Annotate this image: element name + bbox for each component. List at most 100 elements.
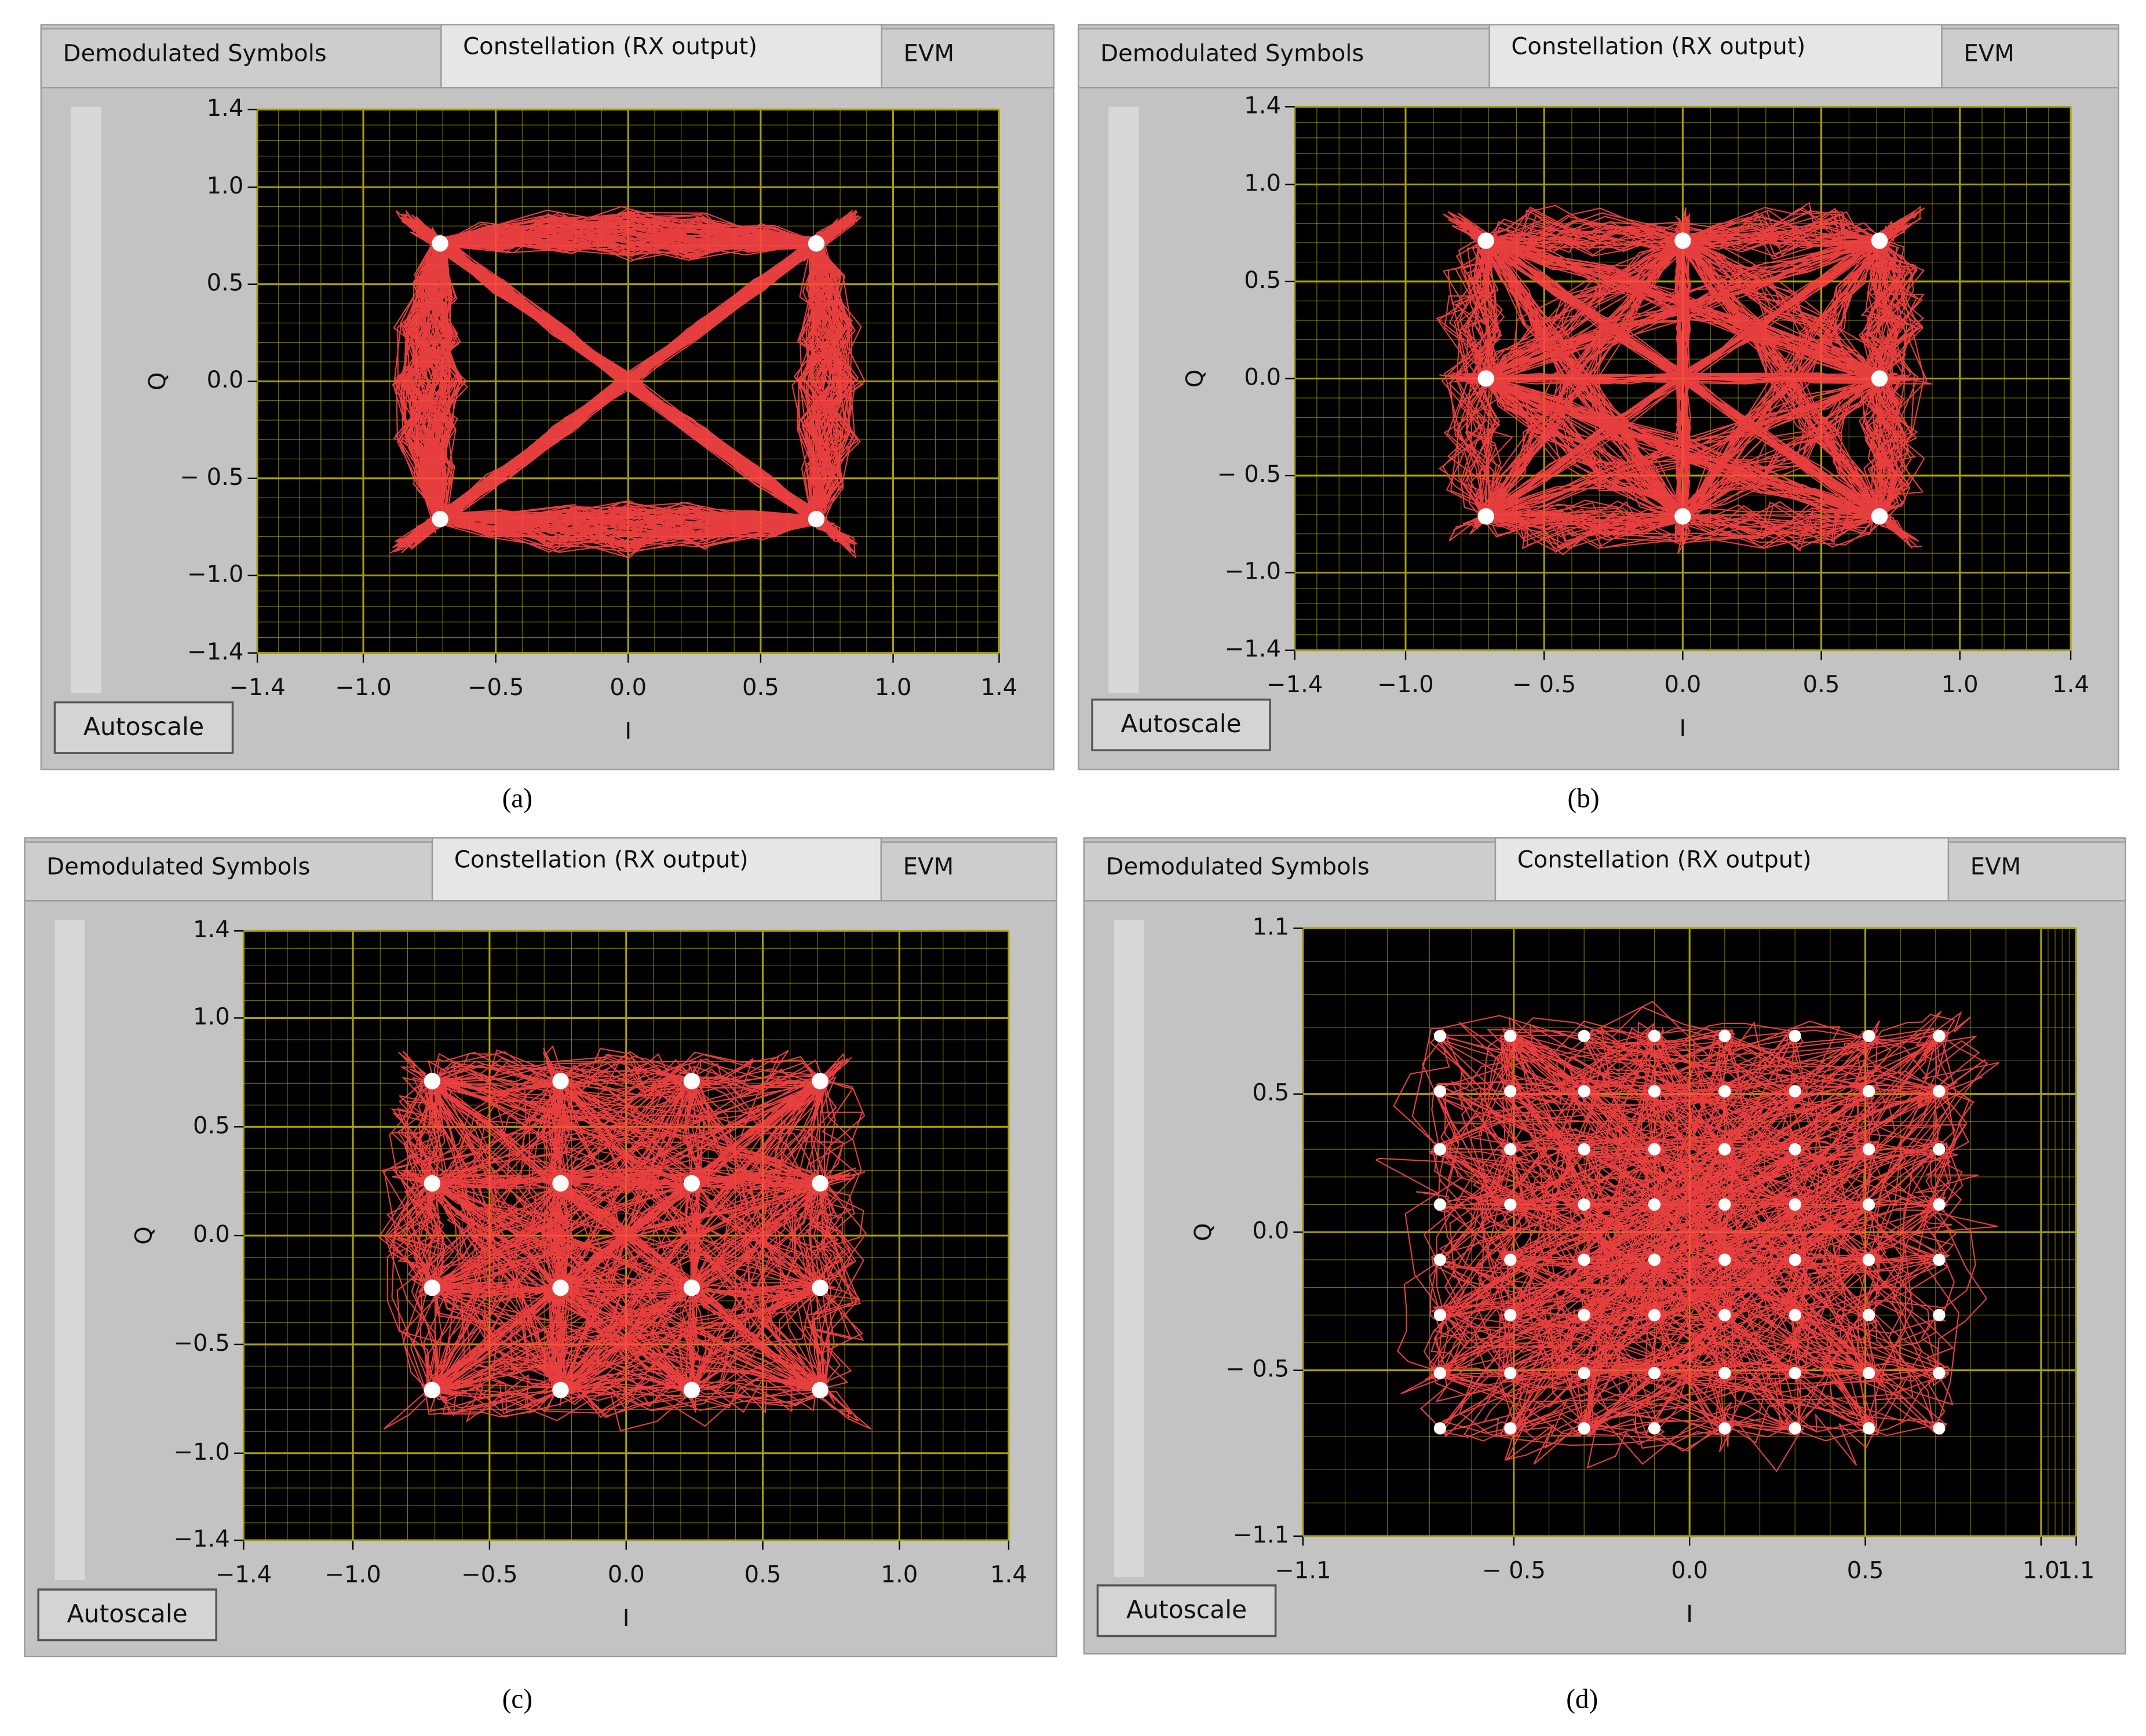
x-tick-label: 0.5 bbox=[744, 1561, 782, 1588]
constellation-point bbox=[1789, 1085, 1801, 1098]
tab-label[interactable]: Constellation (RX output) bbox=[1511, 34, 1805, 60]
tab[interactable] bbox=[440, 24, 882, 89]
constellation-point bbox=[1578, 1253, 1590, 1266]
constellation-point bbox=[1674, 508, 1691, 525]
constellation-point bbox=[1933, 1029, 1946, 1043]
constellation-point bbox=[424, 1280, 441, 1296]
x-tick-label: 1.0 bbox=[875, 674, 912, 701]
x-axis-label: I bbox=[1686, 1601, 1693, 1628]
x-tick-label: 0.0 bbox=[1671, 1557, 1708, 1584]
panel: Demodulated Symbols Constellation (RX out… bbox=[1083, 837, 2126, 1715]
autoscale-button[interactable] bbox=[1096, 1584, 1277, 1638]
autoscale-button-label[interactable]: Autoscale bbox=[67, 1600, 188, 1628]
y-tick-label: 0.0 bbox=[193, 1221, 230, 1248]
panel: Demodulated Symbols Constellation (RX out… bbox=[24, 837, 1057, 1715]
constellation-point bbox=[812, 1382, 829, 1399]
constellation-point bbox=[1433, 1253, 1447, 1266]
tab-label[interactable]: Demodulated Symbols bbox=[1100, 41, 1364, 67]
tab-label[interactable]: Constellation (RX output) bbox=[1517, 847, 1812, 874]
constellation-point bbox=[1933, 1253, 1946, 1266]
constellation-point bbox=[1718, 1253, 1731, 1266]
constellation-point bbox=[1578, 1366, 1590, 1380]
y-tick-label: − 0.5 bbox=[1217, 461, 1281, 488]
constellation-point bbox=[1477, 508, 1494, 525]
constellation-point bbox=[1933, 1198, 1946, 1211]
autoscale-button-label[interactable]: Autoscale bbox=[1126, 1596, 1247, 1624]
constellation-point bbox=[1718, 1309, 1731, 1321]
x-axis-label: I bbox=[625, 718, 632, 745]
panel-strip bbox=[1108, 107, 1139, 693]
constellation-point bbox=[1718, 1085, 1731, 1098]
tab-label[interactable]: Constellation (RX output) bbox=[463, 34, 757, 60]
tab[interactable] bbox=[1941, 28, 2119, 89]
x-tick-label: 1.0 bbox=[881, 1561, 918, 1588]
y-tick-label: 1.0 bbox=[207, 173, 244, 199]
tab[interactable] bbox=[881, 28, 1055, 89]
tab[interactable] bbox=[1494, 837, 1950, 902]
constellation-point bbox=[1789, 1309, 1801, 1321]
tab[interactable] bbox=[1083, 841, 1497, 902]
x-tick-label: −1.1 bbox=[1275, 1557, 1331, 1584]
tab-label[interactable]: Demodulated Symbols bbox=[1106, 853, 1370, 880]
constellation-point bbox=[552, 1280, 569, 1296]
constellation-point bbox=[1933, 1366, 1946, 1380]
caption: (a) bbox=[502, 784, 532, 814]
constellation-point bbox=[432, 511, 448, 528]
y-tick-label: 1.4 bbox=[207, 95, 244, 122]
constellation-point bbox=[1504, 1253, 1517, 1266]
tab-label[interactable]: EVM bbox=[1970, 853, 2021, 880]
tab[interactable] bbox=[1078, 28, 1490, 89]
constellation-point bbox=[1789, 1029, 1801, 1043]
tab-label[interactable]: Demodulated Symbols bbox=[46, 853, 310, 880]
tab[interactable] bbox=[431, 837, 882, 902]
tab-label[interactable]: EVM bbox=[1963, 41, 2014, 67]
constellation-point bbox=[1433, 1143, 1447, 1156]
constellation-point bbox=[1578, 1309, 1590, 1321]
x-tick-label: 1.1 bbox=[2058, 1557, 2095, 1584]
constellation-point bbox=[1578, 1422, 1590, 1435]
constellation-point bbox=[1477, 232, 1494, 249]
constellation-point bbox=[1504, 1422, 1517, 1435]
y-tick-label: 1.0 bbox=[193, 1003, 230, 1030]
constellation-point bbox=[1433, 1029, 1447, 1043]
constellation-point bbox=[1789, 1198, 1801, 1211]
x-tick-label: 0.0 bbox=[610, 674, 647, 701]
constellation-point bbox=[1789, 1366, 1801, 1380]
tab[interactable] bbox=[1488, 24, 1943, 89]
tab[interactable] bbox=[40, 28, 442, 89]
constellation-point bbox=[683, 1175, 700, 1192]
y-tick-label: 0.5 bbox=[1252, 1080, 1289, 1106]
constellation-point bbox=[1789, 1422, 1801, 1435]
autoscale-button-label[interactable]: Autoscale bbox=[83, 713, 204, 741]
constellation-point bbox=[1648, 1085, 1661, 1098]
constellation-point bbox=[1862, 1198, 1875, 1211]
tab-label[interactable]: EVM bbox=[903, 853, 954, 880]
autoscale-button[interactable] bbox=[1091, 699, 1271, 752]
x-tick-label: −1.0 bbox=[1377, 671, 1433, 698]
y-axis-label: Q bbox=[130, 1226, 157, 1245]
constellation-point bbox=[1578, 1085, 1590, 1098]
constellation-point bbox=[1504, 1029, 1517, 1043]
autoscale-button[interactable] bbox=[53, 701, 234, 754]
constellation-point bbox=[1504, 1085, 1517, 1098]
constellation-point bbox=[1862, 1085, 1875, 1098]
tab[interactable] bbox=[880, 841, 1057, 902]
constellation-point bbox=[1789, 1143, 1801, 1156]
tab[interactable] bbox=[1947, 841, 2126, 902]
tab-label[interactable]: Constellation (RX output) bbox=[454, 847, 749, 874]
x-tick-label: −1.0 bbox=[335, 674, 391, 701]
constellation-point bbox=[1789, 1253, 1801, 1266]
tab-label[interactable]: Demodulated Symbols bbox=[63, 41, 327, 67]
x-axis-label: I bbox=[623, 1605, 630, 1632]
autoscale-button[interactable] bbox=[37, 1588, 218, 1642]
constellation-point bbox=[1718, 1366, 1731, 1380]
constellation-point bbox=[1933, 1309, 1946, 1321]
constellation-point bbox=[1718, 1029, 1731, 1043]
constellation-point bbox=[1504, 1309, 1517, 1321]
y-tick-label: 1.4 bbox=[1244, 92, 1281, 119]
autoscale-button-label[interactable]: Autoscale bbox=[1121, 710, 1242, 739]
constellation-point bbox=[1578, 1198, 1590, 1211]
panel: Demodulated Symbols Constellation (RX out… bbox=[1078, 24, 2119, 814]
tab-label[interactable]: EVM bbox=[904, 41, 954, 67]
y-tick-label: −1.1 bbox=[1233, 1522, 1289, 1548]
